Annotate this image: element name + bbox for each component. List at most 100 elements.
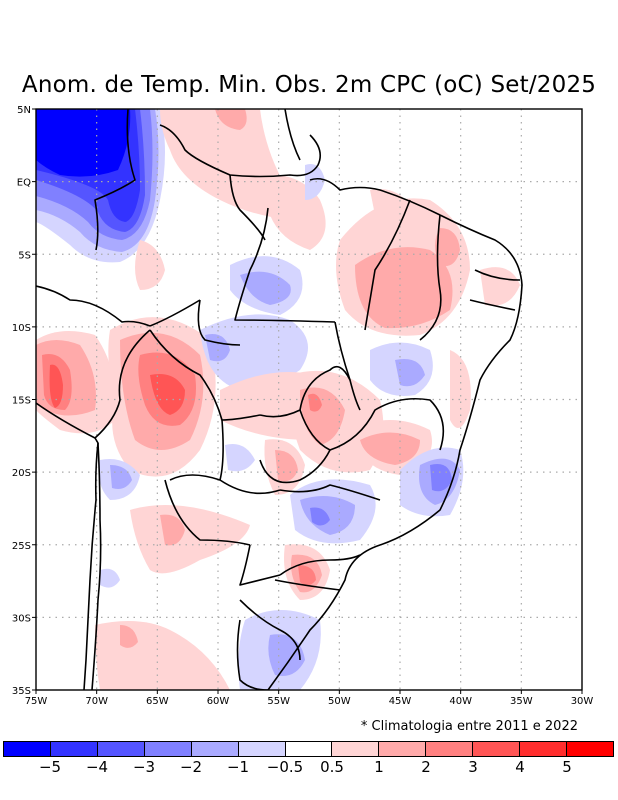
anomaly-region <box>430 464 452 492</box>
border-line <box>364 199 411 331</box>
border-line <box>91 442 102 690</box>
border-line <box>239 599 301 661</box>
border-line <box>229 174 266 241</box>
anomaly-region <box>160 514 185 546</box>
colorbar-label: 3 <box>468 758 478 776</box>
x-tick-label: 60W <box>207 696 230 707</box>
anomaly-region <box>225 444 255 472</box>
colorbar <box>3 741 614 757</box>
anomaly-region <box>308 393 322 412</box>
colorbar-swatch <box>520 742 568 756</box>
colorbar-label: −5 <box>38 758 62 776</box>
gridlines <box>36 109 582 690</box>
border-line <box>234 207 336 323</box>
anomaly-region <box>110 465 132 489</box>
y-tick-label: 35S <box>12 686 31 697</box>
anomaly-region <box>240 271 291 305</box>
anomaly-region <box>310 507 330 526</box>
climatology-note: * Climatologia entre 2011 e 2022 <box>360 719 578 734</box>
border-line <box>279 484 381 501</box>
anomaly-map: 75W 70W 65W 60W 55W 50W 45W 40W 35W 30W 5N EQ 5S 10S… <box>12 105 594 707</box>
colorbar-label: −0.5 <box>266 758 304 776</box>
colorbar-labels: −5 −4 −3 −2 −1 −0.5 0.5 1 2 3 4 5 <box>3 758 614 778</box>
colorbar-swatch <box>50 742 98 756</box>
x-tick-label: 70W <box>85 696 108 707</box>
colorbar-swatch <box>473 742 521 756</box>
border-line <box>419 214 442 341</box>
border-line <box>309 177 441 216</box>
anomaly-region <box>200 314 308 390</box>
chart-title: Anom. de Temp. Min. Obs. 2m CPC (oC) Set… <box>21 72 597 98</box>
anomaly-region <box>120 625 138 648</box>
colorbar-swatch <box>144 742 192 756</box>
border-line <box>259 449 331 484</box>
anomaly-region <box>275 450 298 482</box>
border-line <box>159 124 321 178</box>
x-tick-label: 35W <box>510 696 533 707</box>
anomaly-region <box>395 359 425 387</box>
y-tick-label: EQ <box>17 178 31 189</box>
anomaly-region <box>355 247 453 329</box>
colorbar-swatch <box>379 742 427 756</box>
y-tick-label: 30S <box>12 613 31 624</box>
colorbar-label: 4 <box>515 758 525 776</box>
x-tick-label: 55W <box>267 696 290 707</box>
x-tick-label: 65W <box>146 696 169 707</box>
x-tick-label: 50W <box>328 696 351 707</box>
colorbar-swatch <box>426 742 474 756</box>
y-tick-label: 10S <box>12 323 31 334</box>
border-line <box>274 579 341 591</box>
x-tick-label: 30W <box>571 696 594 707</box>
x-tick-label: 75W <box>25 696 48 707</box>
border-line <box>469 299 516 311</box>
anomaly-region <box>130 505 250 574</box>
colorbar-label: −4 <box>85 758 109 776</box>
border-line <box>94 329 151 439</box>
colorbar-swatch <box>97 742 145 756</box>
colorbar-swatch <box>191 742 239 756</box>
border-line <box>259 365 351 418</box>
y-tick-label: 15S <box>12 396 31 407</box>
anomaly-region <box>215 109 247 130</box>
y-tick-label: 25S <box>12 541 31 552</box>
colorbar-label: 5 <box>562 758 572 776</box>
colorbar-swatch <box>567 742 613 756</box>
colorbar-swatch <box>332 742 380 756</box>
colorbar-label: −2 <box>179 758 203 776</box>
y-axis: 5N EQ 5S 10S 15S 20S 25S 30S 35S <box>12 105 36 697</box>
y-tick-label: 20S <box>12 468 31 479</box>
border-line <box>36 402 99 690</box>
colorbar-label: −3 <box>132 758 156 776</box>
country-state-borders <box>36 109 523 690</box>
border-line <box>164 479 251 546</box>
border-line <box>279 554 361 576</box>
colorbar-swatch <box>285 742 333 756</box>
border-line <box>474 269 521 281</box>
border-line <box>149 299 201 327</box>
x-axis: 75W 70W 65W 60W 55W 50W 45W 40W 35W 30W <box>25 690 594 707</box>
y-tick-label: 5S <box>18 250 31 261</box>
border-line <box>36 285 151 327</box>
anomaly-region <box>360 432 420 465</box>
border-line <box>284 109 301 161</box>
border-line <box>239 544 281 586</box>
border-line <box>197 299 241 346</box>
x-tick-label: 45W <box>389 696 412 707</box>
border-line <box>94 109 136 251</box>
border-line <box>299 397 445 451</box>
colorbar-swatch <box>238 742 286 756</box>
anomaly-shading <box>36 109 520 690</box>
x-tick-label: 40W <box>449 696 472 707</box>
anomaly-region <box>150 374 185 415</box>
border-line <box>149 329 261 421</box>
anomaly-region <box>49 364 63 408</box>
anomaly-region <box>370 189 410 217</box>
anomaly-region <box>435 228 460 266</box>
border-line <box>236 619 269 690</box>
colorbar-label: 0.5 <box>320 758 344 776</box>
anomaly-region <box>100 568 120 588</box>
y-tick-label: 5N <box>17 105 31 116</box>
colorbar-label: 2 <box>421 758 431 776</box>
colorbar-label: −1 <box>226 758 250 776</box>
colorbar-swatch <box>4 742 51 756</box>
